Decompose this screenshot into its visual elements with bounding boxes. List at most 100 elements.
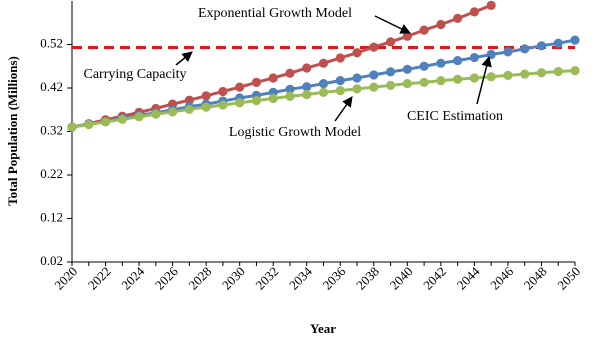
series-marker (134, 112, 144, 122)
series-marker (369, 82, 379, 92)
x-tick-label: 2022 (85, 264, 114, 293)
series-marker (503, 47, 513, 57)
series-marker (235, 82, 245, 92)
series-marker (385, 37, 396, 47)
series-marker (318, 79, 329, 89)
series-marker (486, 49, 496, 60)
y-tick-label: 0.32 (40, 122, 63, 137)
series-marker (302, 63, 312, 73)
series-marker (553, 38, 563, 48)
series-marker (201, 102, 211, 112)
series-marker (536, 68, 547, 78)
y-axis-title: Total Population (Millions) (5, 56, 20, 206)
series-marker (352, 48, 362, 58)
series-marker (235, 98, 245, 108)
x-tick-label: 2038 (353, 264, 382, 293)
series-marker (469, 73, 479, 83)
series-marker (402, 79, 412, 89)
series-marker (285, 84, 295, 94)
annotation: CEIC Estimation (407, 109, 503, 124)
series-marker (369, 42, 379, 52)
series-marker (335, 86, 345, 96)
series-marker (67, 122, 77, 132)
series-marker (520, 44, 530, 54)
annotation: Exponential Growth Model (198, 6, 352, 21)
series-marker (436, 76, 446, 86)
series-marker (419, 25, 429, 35)
series-marker (268, 93, 278, 104)
x-tick-label: 2030 (219, 264, 248, 293)
series-marker (436, 19, 446, 30)
series-marker (151, 109, 161, 119)
x-tick-label: 2036 (320, 263, 349, 292)
x-tick-label: 2050 (554, 264, 583, 293)
series-marker (419, 77, 429, 87)
x-tick-label: 2042 (420, 264, 449, 293)
series-marker (117, 114, 127, 124)
y-tick-label: 0.02 (40, 253, 63, 268)
series-marker (570, 35, 580, 45)
series-marker (486, 72, 496, 82)
x-axis-title: Year (310, 321, 336, 336)
series-marker (385, 80, 396, 90)
series-marker (268, 73, 278, 83)
series-marker (168, 107, 178, 117)
series-marker (201, 91, 211, 101)
y-tick-label: 0.22 (40, 166, 63, 181)
series-marker (184, 95, 194, 105)
series-marker (402, 31, 412, 41)
y-tick-label: 0.12 (40, 209, 63, 224)
x-tick-label: 2040 (387, 264, 416, 293)
series-marker (369, 70, 379, 80)
series-marker (570, 66, 580, 76)
x-tick-label: 2024 (118, 263, 147, 292)
x-tick-label: 2028 (185, 264, 214, 293)
series-marker (100, 117, 111, 127)
series-marker (184, 104, 194, 114)
annotation-arrow (334, 96, 353, 122)
series-marker (520, 69, 530, 79)
series-marker (453, 55, 463, 66)
series-marker (302, 82, 312, 92)
series-marker (218, 86, 228, 97)
series-marker (469, 52, 479, 63)
series-marker (436, 58, 446, 68)
series-marker (469, 7, 479, 17)
x-tick-label: 2048 (521, 264, 550, 293)
series-marker (285, 68, 295, 78)
x-tick-label: 2046 (487, 263, 516, 292)
y-tick-label: 0.42 (40, 79, 63, 94)
series-marker (419, 61, 429, 71)
series-marker (352, 73, 362, 83)
annotation-arrow (175, 51, 193, 66)
series-marker (352, 84, 362, 94)
x-tick-label: 2032 (252, 264, 281, 293)
annotation: Logistic Growth Model (229, 125, 361, 140)
x-tick-label: 2034 (286, 263, 315, 292)
series-marker (453, 74, 463, 84)
series-marker (318, 58, 329, 68)
series-marker (84, 119, 94, 130)
series-marker (218, 100, 228, 110)
x-tick-label: 2044 (454, 263, 483, 292)
annotation: Carrying Capacity (83, 67, 186, 82)
series-marker (553, 66, 563, 77)
y-tick-label: 0.52 (40, 35, 63, 50)
series-marker (251, 96, 262, 106)
series-marker (402, 64, 412, 74)
series-marker (335, 53, 345, 63)
series-marker (335, 76, 345, 86)
annotation-arrow (476, 55, 492, 105)
series-marker (453, 13, 463, 23)
series-marker (536, 41, 547, 51)
series-marker (251, 77, 262, 87)
series-marker (503, 70, 513, 80)
annotation-arrow (374, 15, 411, 34)
series-marker (285, 91, 295, 101)
series-marker (385, 67, 396, 77)
series-marker (318, 87, 329, 97)
series-marker (486, 0, 496, 10)
x-tick-label: 2026 (152, 263, 181, 292)
series-marker (302, 89, 312, 100)
